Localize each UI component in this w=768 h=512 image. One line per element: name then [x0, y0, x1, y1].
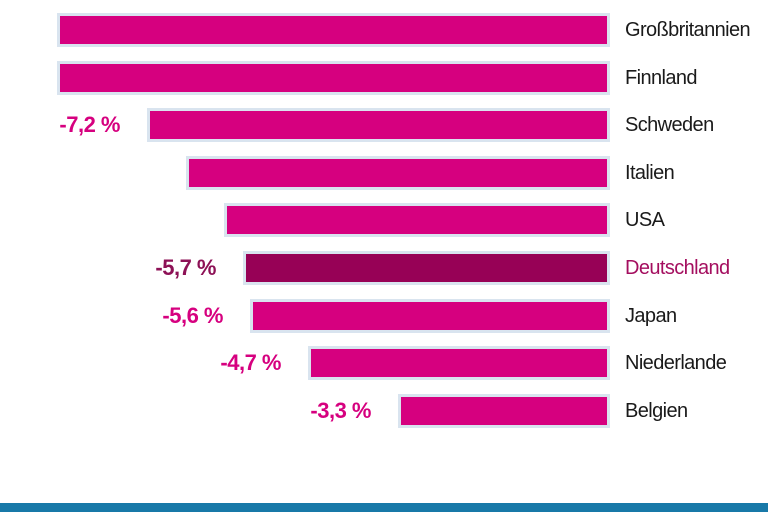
chart-row-japan: -5,6 % Japan [0, 299, 768, 333]
country-label-deutschland: Deutschland [625, 257, 730, 279]
bar-grossbritannien [57, 13, 610, 47]
country-label-grossbritannien: Großbritannien [625, 19, 751, 41]
bar-japan [250, 299, 610, 333]
country-label-schweden: Schweden [625, 114, 714, 136]
chart-row-niederlande: -4,7 % Niederlande [0, 346, 768, 380]
value-label-schweden: -7,2 % [59, 112, 120, 137]
chart-row-schweden: -7,2 % Schweden [0, 108, 768, 142]
country-label-usa: USA [625, 209, 665, 231]
country-label-niederlande: Niederlande [625, 352, 727, 374]
bar-belgien [398, 394, 610, 428]
chart-row-belgien: -3,3 % Belgien [0, 394, 768, 428]
country-label-belgien: Belgien [625, 400, 688, 422]
bar-finnland [57, 61, 610, 95]
value-label-belgien: -3,3 % [310, 398, 371, 423]
bar-schweden [147, 108, 610, 142]
chart-row-italien: Italien [0, 156, 768, 190]
footer-accent-band [0, 503, 768, 512]
chart-row-grossbritannien: Großbritannien [0, 13, 768, 47]
chart-row-deutschland: -5,7 % Deutschland [0, 251, 768, 285]
value-label-japan: -5,6 % [162, 303, 223, 328]
bar-deutschland [243, 251, 610, 285]
chart-row-usa: USA [0, 203, 768, 237]
country-label-italien: Italien [625, 162, 675, 184]
bar-niederlande [308, 346, 610, 380]
country-label-finnland: Finnland [625, 67, 698, 89]
value-label-deutschland: -5,7 % [155, 255, 216, 280]
bar-usa [224, 203, 610, 237]
bar-italien [186, 156, 610, 190]
value-label-niederlande: -4,7 % [220, 350, 281, 375]
chart-row-finnland: Finnland [0, 61, 768, 95]
country-label-japan: Japan [625, 305, 677, 327]
